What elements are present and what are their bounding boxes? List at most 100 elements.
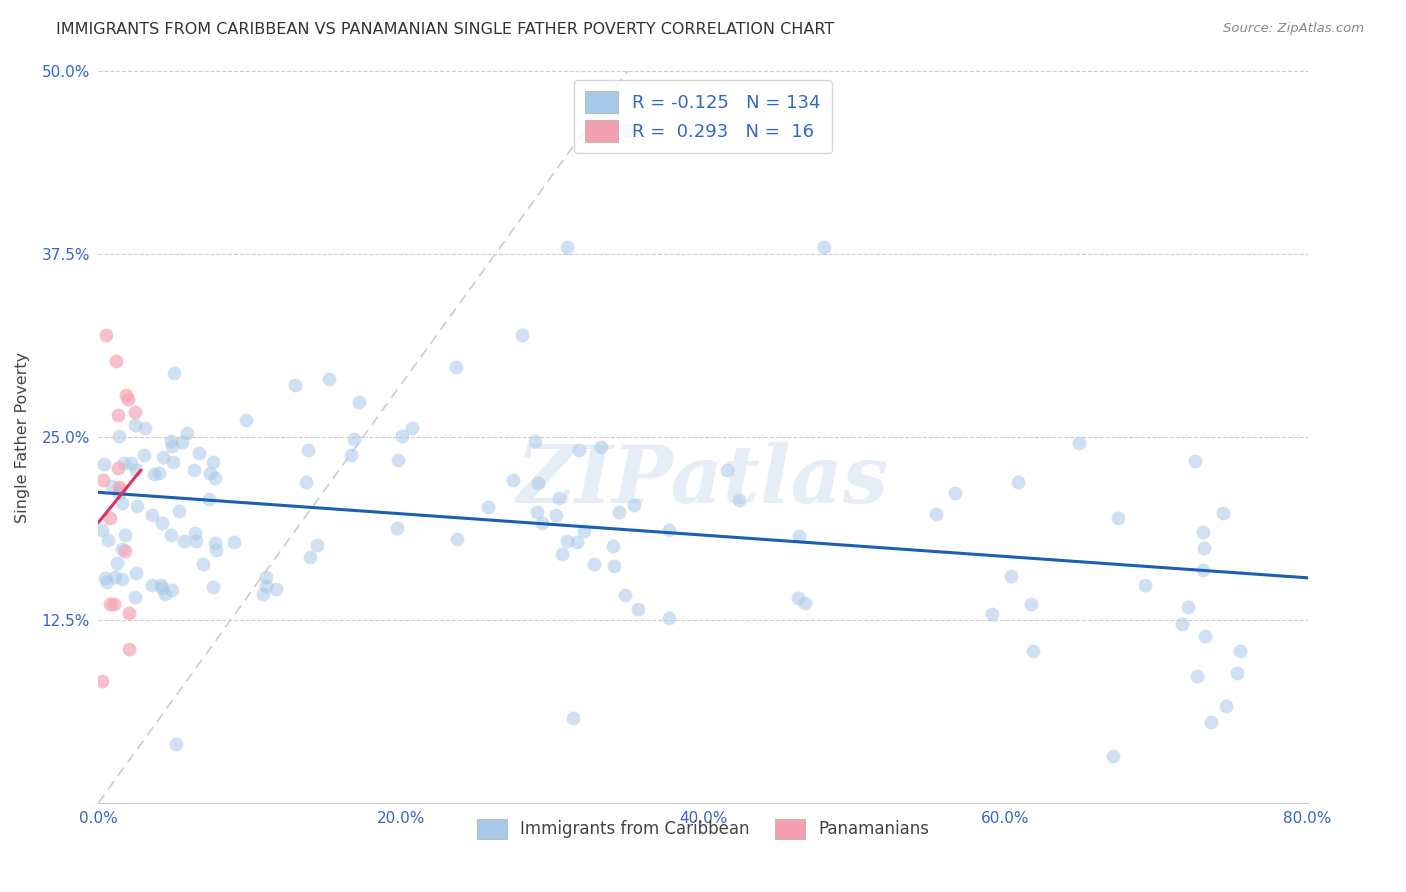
Point [188,445,211,459]
Point [107,461,129,475]
Point [108,480,131,494]
Point [544,508,567,522]
Point [657,610,679,624]
Point [787,529,810,543]
Point [204,543,226,558]
Point [623,498,645,512]
Point [125,463,148,477]
Point [148,466,170,480]
Point [103,597,125,611]
Point [124,417,146,432]
Point [1192,541,1215,556]
Point [160,434,183,448]
Point [107,486,129,500]
Point [204,471,226,485]
Point [1229,644,1251,658]
Point [502,473,524,487]
Point [202,580,225,594]
Point [616,123,638,137]
Point [91,474,114,488]
Point [115,388,138,402]
Point [94,327,117,342]
Point [105,556,128,570]
Point [609,505,631,519]
Point [297,442,319,457]
Point [561,711,583,725]
Point [103,570,125,584]
Point [1067,436,1090,450]
Point [786,591,808,606]
Point [1171,617,1194,632]
Point [202,455,225,469]
Point [107,429,129,443]
Text: ZIPatlas: ZIPatlas [517,442,889,520]
Point [526,476,548,491]
Point [444,360,467,375]
Point [118,642,141,657]
Point [111,541,134,556]
Point [183,463,205,477]
Point [387,452,409,467]
Point [125,566,148,581]
Point [627,602,650,616]
Point [1007,475,1029,489]
Point [167,504,190,518]
Point [160,582,183,597]
Point [111,496,134,510]
Point [141,508,163,522]
Legend: Immigrants from Caribbean, Panamanians: Immigrants from Caribbean, Panamanians [470,812,936,846]
Point [141,578,163,592]
Point [170,435,193,450]
Point [510,327,533,342]
Point [184,525,207,540]
Point [307,538,329,552]
Point [343,433,366,447]
Point [93,458,115,472]
Point [165,737,187,751]
Point [100,479,122,493]
Point [1022,644,1045,658]
Point [1133,578,1156,592]
Point [111,572,134,586]
Point [1191,524,1213,539]
Point [555,534,578,549]
Point [96,575,118,590]
Point [1177,600,1199,615]
Point [155,586,177,600]
Point [150,578,173,592]
Point [477,500,499,515]
Point [173,533,195,548]
Point [524,434,547,448]
Point [100,598,122,612]
Point [127,500,149,514]
Point [235,413,257,427]
Point [132,448,155,462]
Point [112,456,135,470]
Point [658,523,681,537]
Point [1191,563,1213,577]
Point [295,475,318,489]
Point [716,463,738,477]
Text: IMMIGRANTS FROM CARIBBEAN VS PANAMANIAN SINGLE FATHER POVERTY CORRELATION CHART: IMMIGRANTS FROM CARIBBEAN VS PANAMANIAN … [56,22,835,37]
Point [572,524,595,539]
Point [1215,698,1237,713]
Point [551,547,574,561]
Point [568,442,591,457]
Point [531,516,554,530]
Point [91,673,114,688]
Point [391,429,413,443]
Y-axis label: Single Father Poverty: Single Father Poverty [15,351,31,523]
Point [1212,507,1234,521]
Point [555,240,578,254]
Point [98,510,121,524]
Point [1226,666,1249,681]
Point [197,492,219,507]
Point [1102,749,1125,764]
Point [186,533,208,548]
Point [980,607,1002,621]
Point [264,582,287,597]
Point [1107,511,1129,525]
Point [97,533,120,547]
Point [254,579,277,593]
Point [1184,454,1206,468]
